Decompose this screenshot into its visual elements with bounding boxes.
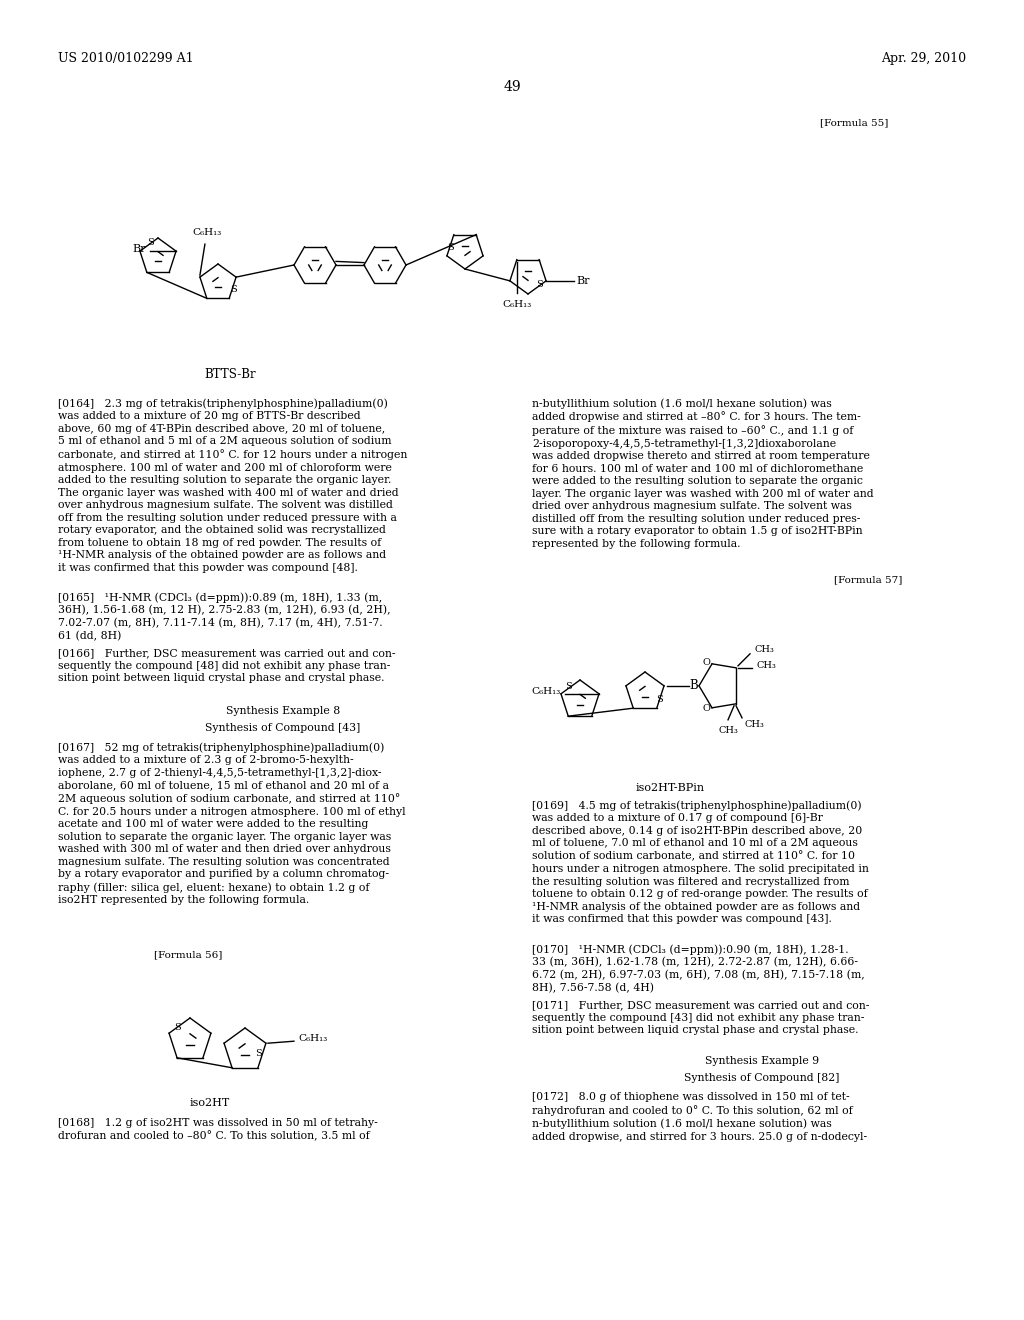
Text: S: S (230, 285, 237, 294)
Text: CH₃: CH₃ (744, 719, 764, 729)
Text: S: S (447, 243, 454, 252)
Text: [0166]   Further, DSC measurement was carried out and con-
sequently the compoun: [0166] Further, DSC measurement was carr… (58, 648, 395, 684)
Text: [0172]   8.0 g of thiophene was dissolved in 150 ml of tet-
rahydrofuran and coo: [0172] 8.0 g of thiophene was dissolved … (532, 1092, 867, 1142)
Text: [Formula 55]: [Formula 55] (820, 117, 889, 127)
Text: CH₃: CH₃ (756, 661, 776, 671)
Text: [Formula 56]: [Formula 56] (154, 950, 222, 960)
Text: BTTS-Br: BTTS-Br (204, 368, 256, 381)
Text: US 2010/0102299 A1: US 2010/0102299 A1 (58, 51, 194, 65)
Text: [0169]   4.5 mg of tetrakis(triphenylphosphine)palladium(0)
was added to a mixtu: [0169] 4.5 mg of tetrakis(triphenylphosp… (532, 800, 869, 924)
Text: S: S (174, 1023, 181, 1032)
Text: Synthesis of Compound [82]: Synthesis of Compound [82] (684, 1073, 840, 1082)
Text: Apr. 29, 2010: Apr. 29, 2010 (881, 51, 966, 65)
Text: C₆H₁₃: C₆H₁₃ (298, 1034, 328, 1043)
Text: O: O (702, 705, 710, 713)
Text: C₆H₁₃: C₆H₁₃ (502, 300, 531, 309)
Text: 49: 49 (503, 81, 521, 94)
Text: [0170]   ¹H-NMR (CDCl₃ (d=ppm)):0.90 (m, 18H), 1.28-1.
33 (m, 36H), 1.62-1.78 (m: [0170] ¹H-NMR (CDCl₃ (d=ppm)):0.90 (m, 1… (532, 944, 864, 994)
Text: S: S (656, 696, 663, 705)
Text: C₆H₁₃: C₆H₁₃ (531, 688, 561, 697)
Text: [0164]   2.3 mg of tetrakis(triphenylphosphine)palladium(0)
was added to a mixtu: [0164] 2.3 mg of tetrakis(triphenylphosp… (58, 399, 408, 573)
Text: Synthesis Example 8: Synthesis Example 8 (226, 706, 340, 715)
Text: Br: Br (132, 244, 146, 255)
Text: [0165]   ¹H-NMR (CDCl₃ (d=ppm)):0.89 (m, 18H), 1.33 (m,
36H), 1.56-1.68 (m, 12 H: [0165] ¹H-NMR (CDCl₃ (d=ppm)):0.89 (m, 1… (58, 591, 390, 642)
Text: [Formula 57]: [Formula 57] (834, 576, 902, 583)
Text: CH₃: CH₃ (718, 726, 738, 735)
Text: C₆H₁₃: C₆H₁₃ (193, 228, 221, 238)
Text: n-butyllithium solution (1.6 mol/l hexane solution) was
added dropwise and stirr: n-butyllithium solution (1.6 mol/l hexan… (532, 399, 873, 549)
Text: CH₃: CH₃ (754, 645, 774, 655)
Text: B: B (689, 680, 698, 692)
Text: [0168]   1.2 g of iso2HT was dissolved in 50 ml of tetrahy-
drofuran and cooled : [0168] 1.2 g of iso2HT was dissolved in … (58, 1118, 378, 1142)
Text: [0171]   Further, DSC measurement was carried out and con-
sequently the compoun: [0171] Further, DSC measurement was carr… (532, 1001, 869, 1035)
Text: S: S (256, 1049, 262, 1059)
Text: [0167]   52 mg of tetrakis(triphenylphosphine)palladium(0)
was added to a mixtur: [0167] 52 mg of tetrakis(triphenylphosph… (58, 742, 406, 906)
Text: S: S (565, 682, 571, 692)
Text: Synthesis of Compound [43]: Synthesis of Compound [43] (206, 723, 360, 733)
Text: Br: Br (577, 276, 590, 286)
Text: Synthesis Example 9: Synthesis Example 9 (705, 1056, 819, 1067)
Text: O: O (702, 659, 710, 668)
Text: iso2HT: iso2HT (189, 1098, 230, 1107)
Text: iso2HT-BPin: iso2HT-BPin (636, 783, 705, 793)
Text: S: S (147, 238, 155, 247)
Text: S: S (536, 280, 543, 289)
